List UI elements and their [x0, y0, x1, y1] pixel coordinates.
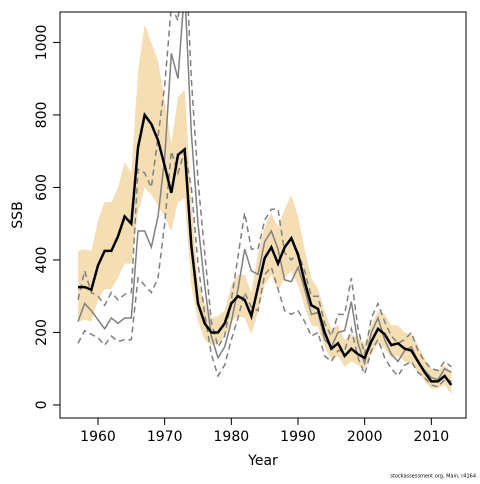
plot-area	[77, 12, 453, 395]
series-line	[77, 12, 452, 372]
x-tick-label: 1980	[214, 429, 250, 445]
x-tick-label: 1990	[280, 429, 316, 445]
y-tick-label: 800	[34, 102, 50, 129]
frame	[59, 11, 467, 419]
y-tick-label: 600	[34, 174, 50, 201]
y-tick-label: 1000	[34, 25, 50, 61]
y-tick-label: 400	[34, 247, 50, 274]
series-line	[77, 12, 452, 381]
x-tick-label: 2010	[414, 429, 450, 445]
x-axis-label: Year	[247, 453, 278, 469]
footnote: stockassessment.org, Main, r4164	[390, 474, 476, 480]
x-tick-label: 1970	[147, 429, 183, 445]
series-line	[78, 111, 453, 386]
y-tick-label: 200	[34, 319, 50, 346]
x-tick-label: 2000	[347, 429, 383, 445]
confidence-band	[78, 24, 452, 395]
x-tick-label: 1960	[80, 429, 116, 445]
y-axis-label: SSB	[10, 201, 26, 228]
y-tick-label: 0	[34, 400, 50, 409]
series-line	[77, 150, 452, 388]
